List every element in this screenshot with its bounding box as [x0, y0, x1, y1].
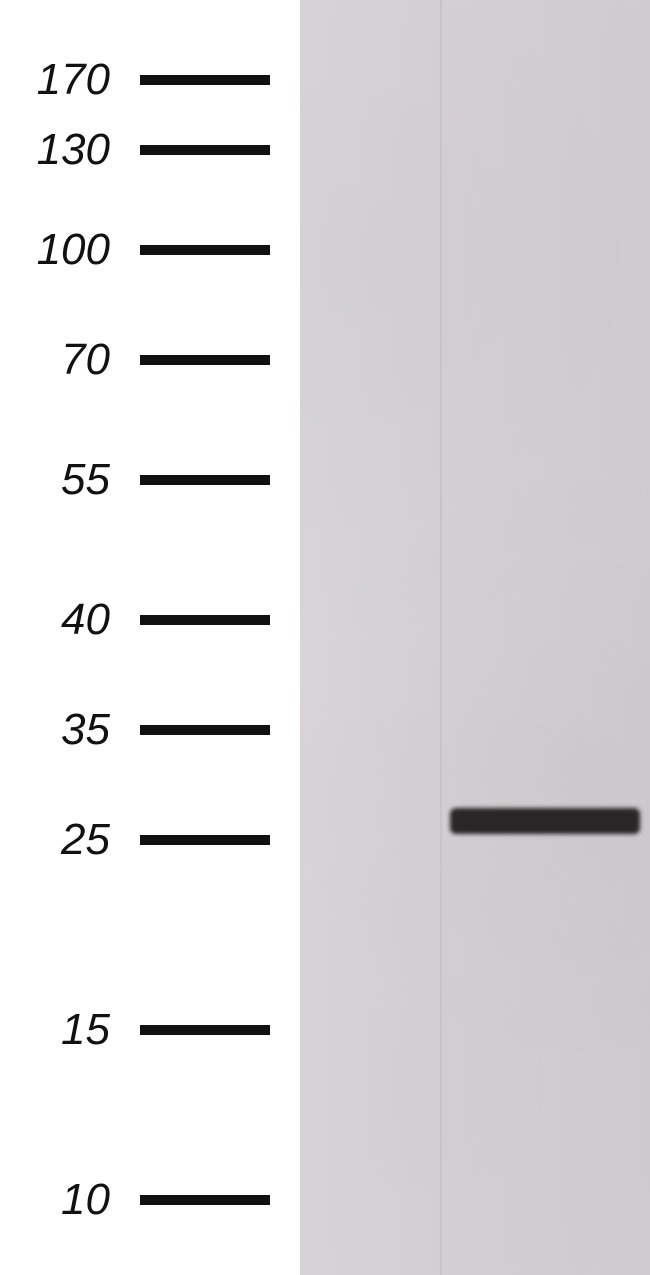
ladder-marker-tick	[140, 355, 270, 365]
ladder-marker-label: 10	[0, 1175, 110, 1225]
molecular-weight-ladder: 170 130 100 70 55 40 35 25 15 10	[0, 0, 300, 1275]
ladder-marker-tick	[140, 475, 270, 485]
ladder-marker-tick	[140, 145, 270, 155]
lane-divider	[440, 0, 442, 1275]
ladder-marker-label: 70	[0, 335, 110, 385]
membrane-texture	[300, 0, 650, 1275]
ladder-marker-label: 15	[0, 1005, 110, 1055]
protein-band	[450, 808, 640, 834]
ladder-marker: 70	[0, 345, 270, 375]
ladder-marker-label: 55	[0, 455, 110, 505]
blot-membrane	[300, 0, 650, 1275]
ladder-marker-tick	[140, 245, 270, 255]
ladder-marker-label: 40	[0, 595, 110, 645]
ladder-marker: 170	[0, 65, 270, 95]
ladder-marker: 40	[0, 605, 270, 635]
ladder-marker-tick	[140, 1195, 270, 1205]
ladder-marker-label: 170	[0, 55, 110, 105]
ladder-marker: 35	[0, 715, 270, 745]
ladder-marker: 130	[0, 135, 270, 165]
ladder-marker-label: 35	[0, 705, 110, 755]
ladder-marker: 10	[0, 1185, 270, 1215]
ladder-marker: 55	[0, 465, 270, 495]
ladder-marker-tick	[140, 75, 270, 85]
ladder-marker-label: 25	[0, 815, 110, 865]
ladder-marker-tick	[140, 835, 270, 845]
ladder-marker-label: 130	[0, 125, 110, 175]
ladder-marker: 25	[0, 825, 270, 855]
ladder-marker-tick	[140, 615, 270, 625]
ladder-marker-tick	[140, 1025, 270, 1035]
ladder-marker: 100	[0, 235, 270, 265]
ladder-marker-label: 100	[0, 225, 110, 275]
ladder-marker-tick	[140, 725, 270, 735]
ladder-marker: 15	[0, 1015, 270, 1045]
western-blot-figure: 170 130 100 70 55 40 35 25 15 10	[0, 0, 650, 1275]
